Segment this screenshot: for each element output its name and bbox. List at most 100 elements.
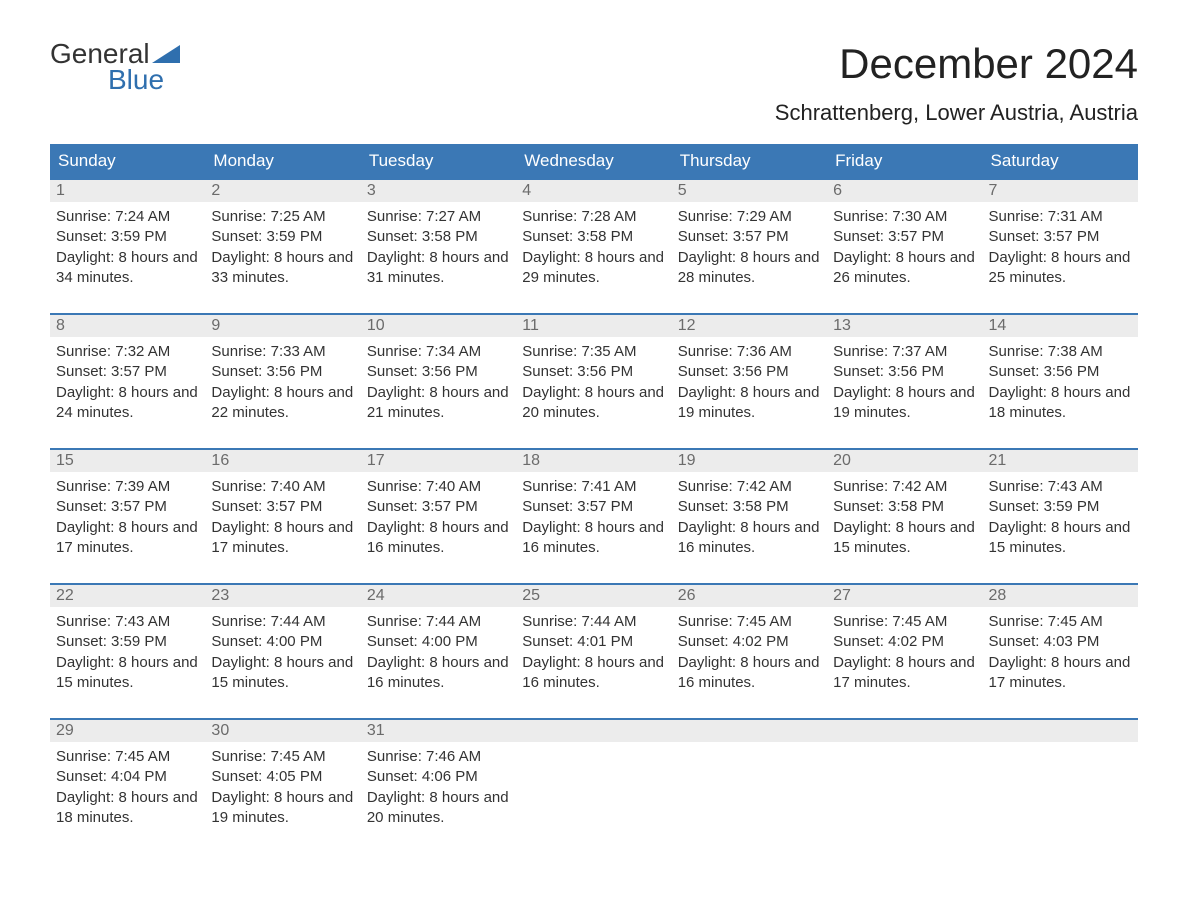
daylight-line: Daylight: 8 hours and 25 minutes. — [989, 248, 1132, 289]
page-title: December 2024 — [839, 40, 1138, 88]
day-number: 17 — [361, 450, 516, 472]
day-number: 21 — [983, 450, 1138, 472]
day-number: 28 — [983, 585, 1138, 607]
sunrise-line: Sunrise: 7:42 AM — [833, 477, 976, 497]
calendar-day: 23Sunrise: 7:44 AMSunset: 4:00 PMDayligh… — [205, 585, 360, 718]
calendar-day: 12Sunrise: 7:36 AMSunset: 3:56 PMDayligh… — [672, 315, 827, 448]
day-details: Sunrise: 7:44 AMSunset: 4:00 PMDaylight:… — [361, 607, 516, 701]
day-number: 12 — [672, 315, 827, 337]
calendar-day: 16Sunrise: 7:40 AMSunset: 3:57 PMDayligh… — [205, 450, 360, 583]
sunrise-line: Sunrise: 7:42 AM — [678, 477, 821, 497]
day-details: Sunrise: 7:46 AMSunset: 4:06 PMDaylight:… — [361, 742, 516, 836]
daylight-line: Daylight: 8 hours and 19 minutes. — [833, 383, 976, 424]
sunset-line: Sunset: 3:56 PM — [833, 362, 976, 382]
day-details: Sunrise: 7:30 AMSunset: 3:57 PMDaylight:… — [827, 202, 982, 296]
day-details: Sunrise: 7:45 AMSunset: 4:04 PMDaylight:… — [50, 742, 205, 836]
day-number: 27 — [827, 585, 982, 607]
weekday-header: Monday — [205, 144, 360, 178]
calendar-day: 1Sunrise: 7:24 AMSunset: 3:59 PMDaylight… — [50, 180, 205, 313]
sunrise-line: Sunrise: 7:29 AM — [678, 207, 821, 227]
calendar-day: 28Sunrise: 7:45 AMSunset: 4:03 PMDayligh… — [983, 585, 1138, 718]
day-number: 1 — [50, 180, 205, 202]
calendar-week: 15Sunrise: 7:39 AMSunset: 3:57 PMDayligh… — [50, 448, 1138, 583]
day-details: Sunrise: 7:34 AMSunset: 3:56 PMDaylight:… — [361, 337, 516, 431]
calendar-day: 8Sunrise: 7:32 AMSunset: 3:57 PMDaylight… — [50, 315, 205, 448]
calendar-day — [983, 720, 1138, 853]
day-number: 10 — [361, 315, 516, 337]
sunrise-line: Sunrise: 7:30 AM — [833, 207, 976, 227]
calendar-day: 22Sunrise: 7:43 AMSunset: 3:59 PMDayligh… — [50, 585, 205, 718]
day-number: 8 — [50, 315, 205, 337]
day-number: 31 — [361, 720, 516, 742]
day-details: Sunrise: 7:43 AMSunset: 3:59 PMDaylight:… — [983, 472, 1138, 566]
day-details: Sunrise: 7:45 AMSunset: 4:03 PMDaylight:… — [983, 607, 1138, 701]
day-details: Sunrise: 7:45 AMSunset: 4:02 PMDaylight:… — [827, 607, 982, 701]
sunrise-line: Sunrise: 7:43 AM — [56, 612, 199, 632]
sunset-line: Sunset: 3:57 PM — [522, 497, 665, 517]
sunrise-line: Sunrise: 7:35 AM — [522, 342, 665, 362]
day-details: Sunrise: 7:43 AMSunset: 3:59 PMDaylight:… — [50, 607, 205, 701]
daylight-line: Daylight: 8 hours and 17 minutes. — [989, 653, 1132, 694]
sunrise-line: Sunrise: 7:45 AM — [989, 612, 1132, 632]
sunrise-line: Sunrise: 7:34 AM — [367, 342, 510, 362]
logo: General Blue — [50, 40, 180, 94]
day-number: 4 — [516, 180, 671, 202]
daylight-line: Daylight: 8 hours and 15 minutes. — [833, 518, 976, 559]
day-details: Sunrise: 7:35 AMSunset: 3:56 PMDaylight:… — [516, 337, 671, 431]
calendar-day: 6Sunrise: 7:30 AMSunset: 3:57 PMDaylight… — [827, 180, 982, 313]
weekday-header-row: Sunday Monday Tuesday Wednesday Thursday… — [50, 144, 1138, 178]
sunset-line: Sunset: 3:59 PM — [56, 632, 199, 652]
daylight-line: Daylight: 8 hours and 19 minutes. — [678, 383, 821, 424]
daylight-line: Daylight: 8 hours and 15 minutes. — [989, 518, 1132, 559]
day-number — [983, 720, 1138, 742]
daylight-line: Daylight: 8 hours and 34 minutes. — [56, 248, 199, 289]
day-details: Sunrise: 7:44 AMSunset: 4:01 PMDaylight:… — [516, 607, 671, 701]
daylight-line: Daylight: 8 hours and 16 minutes. — [367, 653, 510, 694]
sunrise-line: Sunrise: 7:45 AM — [56, 747, 199, 767]
day-number: 20 — [827, 450, 982, 472]
sunrise-line: Sunrise: 7:28 AM — [522, 207, 665, 227]
calendar-week: 29Sunrise: 7:45 AMSunset: 4:04 PMDayligh… — [50, 718, 1138, 853]
sunset-line: Sunset: 3:58 PM — [833, 497, 976, 517]
calendar-day: 31Sunrise: 7:46 AMSunset: 4:06 PMDayligh… — [361, 720, 516, 853]
sunrise-line: Sunrise: 7:38 AM — [989, 342, 1132, 362]
sunset-line: Sunset: 3:57 PM — [211, 497, 354, 517]
header-row: General Blue December 2024 — [50, 40, 1138, 94]
day-number: 16 — [205, 450, 360, 472]
calendar-day: 29Sunrise: 7:45 AMSunset: 4:04 PMDayligh… — [50, 720, 205, 853]
calendar-day: 26Sunrise: 7:45 AMSunset: 4:02 PMDayligh… — [672, 585, 827, 718]
day-number: 18 — [516, 450, 671, 472]
day-details: Sunrise: 7:33 AMSunset: 3:56 PMDaylight:… — [205, 337, 360, 431]
daylight-line: Daylight: 8 hours and 33 minutes. — [211, 248, 354, 289]
daylight-line: Daylight: 8 hours and 21 minutes. — [367, 383, 510, 424]
sunset-line: Sunset: 3:56 PM — [989, 362, 1132, 382]
sunrise-line: Sunrise: 7:45 AM — [678, 612, 821, 632]
day-details: Sunrise: 7:31 AMSunset: 3:57 PMDaylight:… — [983, 202, 1138, 296]
day-details: Sunrise: 7:38 AMSunset: 3:56 PMDaylight:… — [983, 337, 1138, 431]
sunset-line: Sunset: 4:02 PM — [678, 632, 821, 652]
calendar-day: 14Sunrise: 7:38 AMSunset: 3:56 PMDayligh… — [983, 315, 1138, 448]
day-details: Sunrise: 7:24 AMSunset: 3:59 PMDaylight:… — [50, 202, 205, 296]
daylight-line: Daylight: 8 hours and 16 minutes. — [522, 653, 665, 694]
daylight-line: Daylight: 8 hours and 29 minutes. — [522, 248, 665, 289]
sunset-line: Sunset: 4:05 PM — [211, 767, 354, 787]
day-details: Sunrise: 7:27 AMSunset: 3:58 PMDaylight:… — [361, 202, 516, 296]
day-details: Sunrise: 7:28 AMSunset: 3:58 PMDaylight:… — [516, 202, 671, 296]
day-number — [827, 720, 982, 742]
day-number: 2 — [205, 180, 360, 202]
calendar-day — [827, 720, 982, 853]
sunrise-line: Sunrise: 7:46 AM — [367, 747, 510, 767]
calendar-day: 9Sunrise: 7:33 AMSunset: 3:56 PMDaylight… — [205, 315, 360, 448]
daylight-line: Daylight: 8 hours and 31 minutes. — [367, 248, 510, 289]
calendar-day: 27Sunrise: 7:45 AMSunset: 4:02 PMDayligh… — [827, 585, 982, 718]
weekday-header: Thursday — [672, 144, 827, 178]
sunrise-line: Sunrise: 7:27 AM — [367, 207, 510, 227]
day-details: Sunrise: 7:36 AMSunset: 3:56 PMDaylight:… — [672, 337, 827, 431]
weeks-container: 1Sunrise: 7:24 AMSunset: 3:59 PMDaylight… — [50, 178, 1138, 853]
calendar-day: 21Sunrise: 7:43 AMSunset: 3:59 PMDayligh… — [983, 450, 1138, 583]
daylight-line: Daylight: 8 hours and 19 minutes. — [211, 788, 354, 829]
day-details: Sunrise: 7:29 AMSunset: 3:57 PMDaylight:… — [672, 202, 827, 296]
day-number: 15 — [50, 450, 205, 472]
sunset-line: Sunset: 3:56 PM — [522, 362, 665, 382]
daylight-line: Daylight: 8 hours and 18 minutes. — [56, 788, 199, 829]
